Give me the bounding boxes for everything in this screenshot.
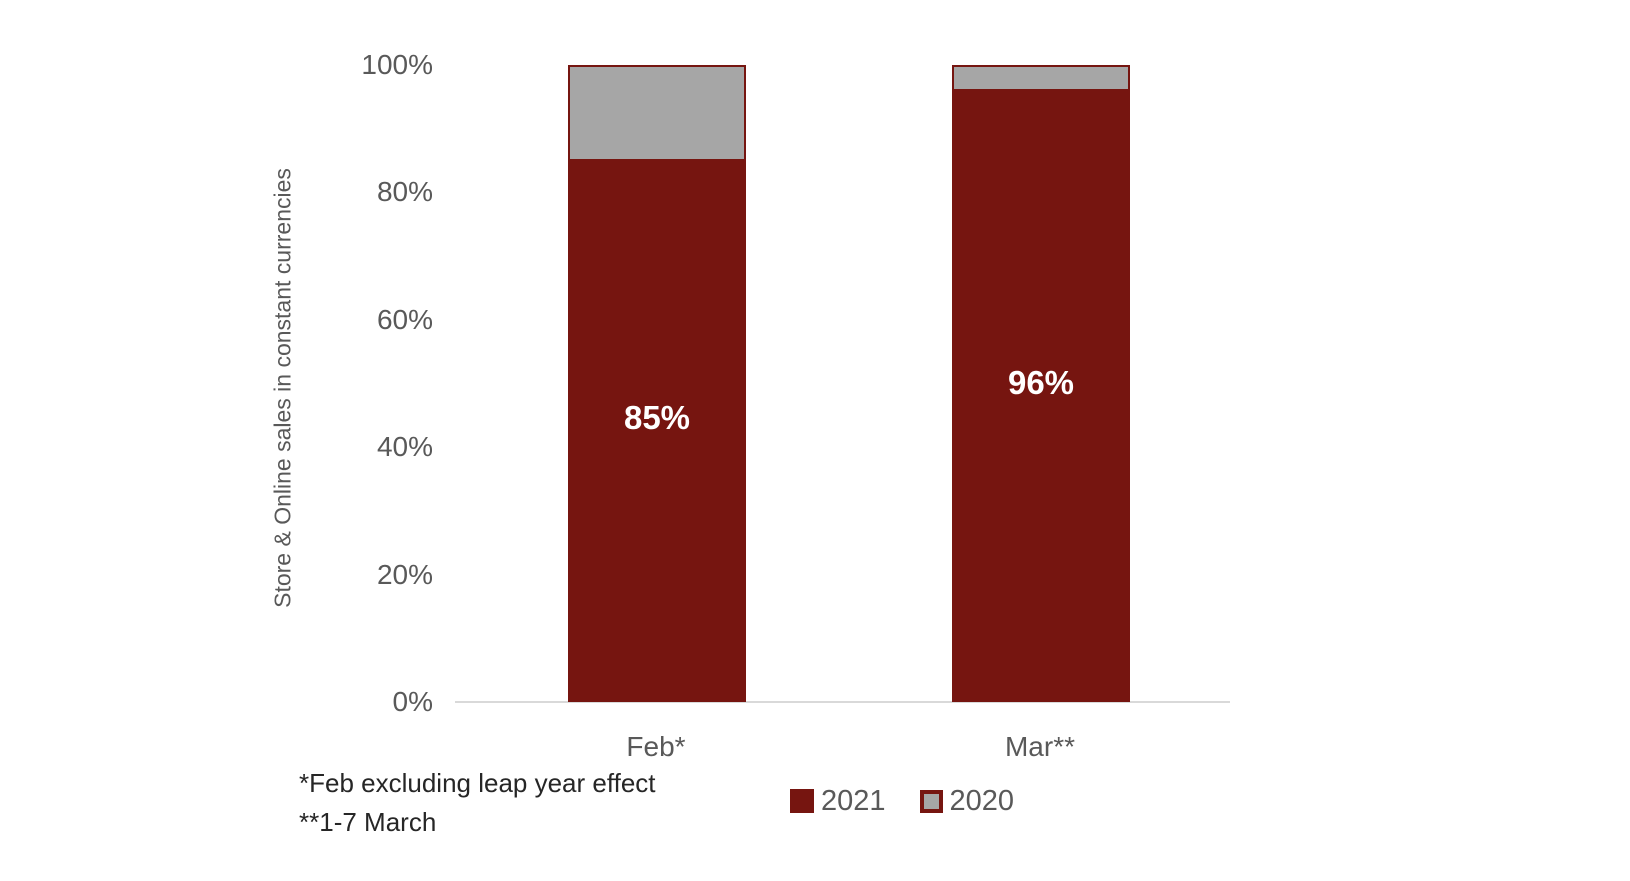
bar-segment-2020-mar	[952, 65, 1130, 91]
y-tick-label-80: 80%	[376, 176, 433, 207]
bar-segment-2020-feb	[568, 65, 746, 161]
footnote-line-2: **1-7 March	[299, 807, 437, 837]
x-category-label-mar: Mar**	[1004, 731, 1075, 762]
bar-feb: 85%	[568, 65, 746, 702]
x-axis-line	[455, 701, 1230, 703]
legend-label-2021: 2021	[821, 784, 886, 817]
footnotes: *Feb excluding leap year effect **1-7 Ma…	[299, 764, 656, 842]
legend-swatch-2020	[919, 789, 943, 813]
legend: 2021 2020	[790, 784, 1015, 818]
bar-mar: 96%	[952, 65, 1130, 702]
y-tick-label-20: 20%	[376, 559, 433, 590]
bar-value-label-mar: 96%	[1007, 364, 1075, 402]
bar-value-label-feb: 85%	[623, 399, 691, 437]
y-tick-label-0: 0%	[392, 686, 433, 717]
y-tick-label-100: 100%	[361, 49, 433, 80]
legend-item-2021: 2021	[790, 785, 886, 818]
bar-segment-2021-mar: 96%	[952, 90, 1130, 702]
y-axis-title: Store & Online sales in constant currenc…	[269, 168, 296, 608]
legend-item-2020: 2020	[919, 784, 1015, 818]
y-tick-label-60: 60%	[376, 304, 433, 335]
footnote-line-1: *Feb excluding leap year effect	[299, 768, 656, 798]
legend-label-2020: 2020	[949, 784, 1015, 817]
x-category-label-feb: Feb*	[626, 731, 686, 762]
y-tick-label-40: 40%	[376, 431, 433, 462]
legend-swatch-2021	[790, 789, 814, 813]
bar-segment-2021-feb: 85%	[568, 160, 746, 702]
